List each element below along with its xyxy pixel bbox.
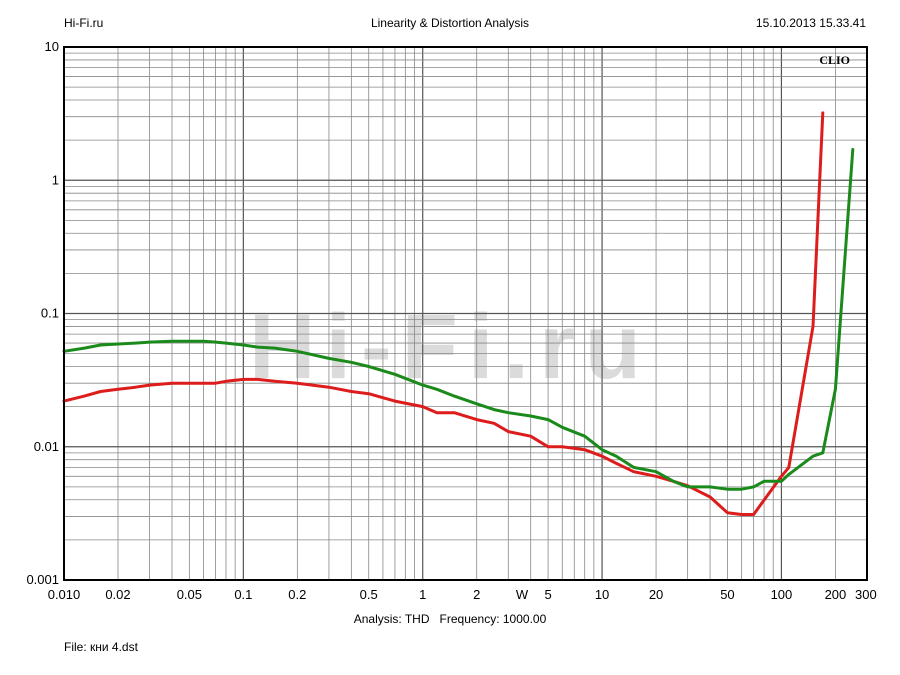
x-tick-label: 0.1 — [234, 587, 252, 602]
timestamp: 15.10.2013 15.33.41 — [755, 16, 866, 30]
chart-title: Linearity & Distortion Analysis — [370, 16, 530, 30]
y-tick-label: 10 — [45, 39, 59, 54]
x-axis-label: W — [516, 587, 529, 602]
series-line-1 — [62, 111, 825, 516]
x-tick-label: 200 — [825, 587, 847, 602]
x-tick-label: 50 — [720, 587, 734, 602]
file-name: File: кни 4.dst — [64, 640, 138, 654]
chart-series — [62, 111, 855, 516]
x-tick-label: 0.02 — [105, 587, 130, 602]
x-tick-label: 0.5 — [360, 587, 378, 602]
x-tick-label: 0.010 — [48, 587, 81, 602]
x-tick-label: 100 — [771, 587, 793, 602]
header-site-label: Hi-Fi.ru — [64, 16, 104, 30]
y-tick-label: 0.001 — [26, 572, 59, 587]
y-tick-label: 1 — [52, 172, 59, 187]
x-tick-label: 10 — [595, 587, 609, 602]
x-tick-label: 0.2 — [288, 587, 306, 602]
axis-ticks: 0.010 0.02 0.05 0.1 0.2 0.5 1 2 5 10 20 50 100 200 300… — [26, 39, 876, 602]
x-tick-label: 0.05 — [177, 587, 202, 602]
x-tick-label: 1 — [419, 587, 426, 602]
x-tick-label: 300 — [855, 587, 877, 602]
y-tick-label: 0.1 — [41, 306, 59, 321]
x-tick-label: 20 — [649, 587, 663, 602]
plot-frame — [63, 46, 868, 581]
chart-grid — [63, 47, 868, 581]
x-tick-label: 2 — [473, 587, 480, 602]
clio-brand-label: CLIO — [819, 53, 850, 67]
watermark-text: Hi-Fi.ru — [249, 296, 651, 398]
series-line-2 — [62, 148, 855, 491]
analysis-info: Analysis: THD Frequency: 1000.00 — [353, 612, 547, 626]
watermark-logo: Hi-Fi.ru — [249, 296, 651, 398]
y-tick-label: 0.01 — [34, 439, 59, 454]
x-tick-label: 5 — [544, 587, 551, 602]
